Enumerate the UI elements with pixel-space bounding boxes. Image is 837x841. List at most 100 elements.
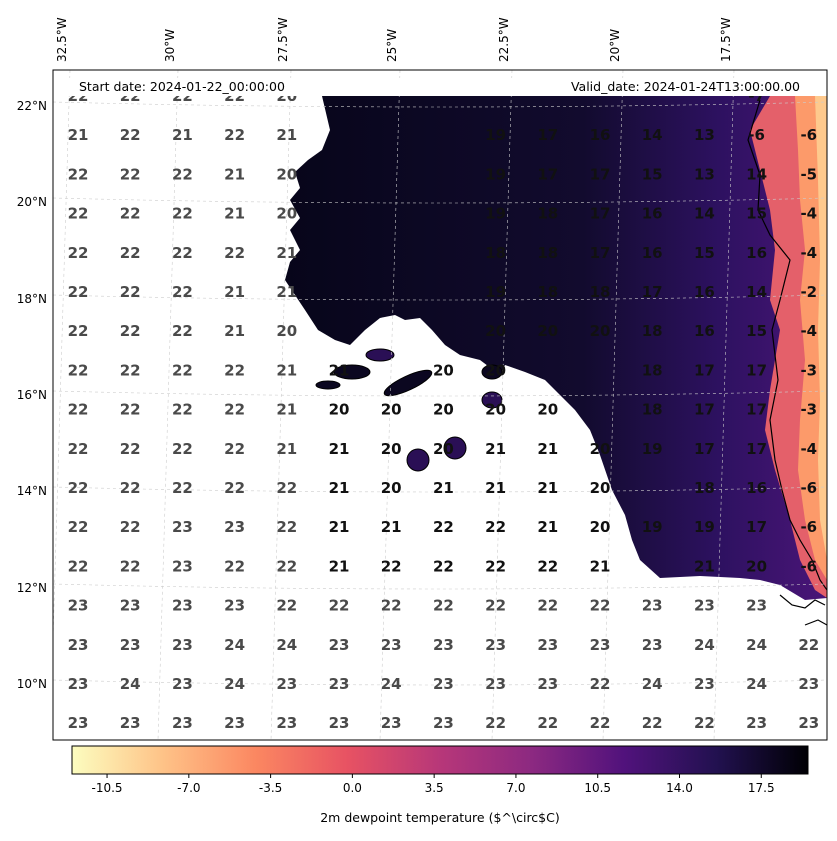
grid-value: 22 (120, 557, 141, 575)
grid-value: 22 (694, 714, 715, 732)
grid-value: 21 (485, 440, 506, 458)
grid-value: 22 (537, 597, 558, 615)
grid-value: 20 (537, 322, 558, 340)
grid-value: 16 (642, 244, 663, 262)
colorbar-label: 2m dewpoint temperature ($^\circ$C) (320, 810, 560, 825)
grid-value: 21 (224, 205, 245, 223)
grid-value: -4 (800, 205, 817, 223)
grid-value: 21 (276, 244, 297, 262)
grid-value: 20 (485, 361, 506, 379)
grid-value: 23 (172, 518, 193, 536)
grid-value: 20 (329, 401, 350, 419)
parallel-line (53, 101, 827, 108)
grid-value: 23 (172, 714, 193, 732)
grid-value: 22 (120, 283, 141, 301)
grid-value: -4 (800, 322, 817, 340)
grid-value: 23 (433, 714, 454, 732)
grid-value: 24 (746, 636, 767, 654)
grid-value: 20 (433, 401, 454, 419)
grid-value: -3 (800, 401, 817, 419)
grid-value: 22 (172, 322, 193, 340)
grid-value: 23 (746, 597, 767, 615)
grid-value: 19 (694, 518, 715, 536)
grid-value: 22 (224, 557, 245, 575)
grid-value: 19 (485, 126, 506, 144)
grid-value: 22 (68, 518, 89, 536)
grid-value: 23 (224, 714, 245, 732)
grid-value: -6 (748, 126, 765, 144)
grid-value: 23 (642, 636, 663, 654)
grid-value: 22 (120, 518, 141, 536)
longitude-label: 25°W (385, 29, 399, 62)
grid-value: -6 (800, 557, 817, 575)
grid-value: 22 (172, 401, 193, 419)
grid-value: 22 (798, 636, 819, 654)
grid-value: 22 (172, 165, 193, 183)
grid-value: 18 (642, 401, 663, 419)
longitude-label: 27.5°W (276, 17, 290, 62)
graticule (53, 70, 827, 740)
parallel-line (53, 486, 827, 493)
meridian-line (270, 70, 292, 740)
grid-value: 14 (642, 126, 663, 144)
grid-value: 23 (224, 518, 245, 536)
grid-value: 24 (694, 636, 715, 654)
island (315, 380, 341, 390)
meridian-line (379, 70, 401, 740)
grid-value: 17 (746, 518, 767, 536)
grid-value: 16 (746, 479, 767, 497)
grid-value: 14 (746, 283, 767, 301)
colorbar-ticks: -10.5 -7.0 -3.5 0.0 3.5 7.0 10.5 14.0 17.5 (92, 774, 775, 795)
grid-value: 18 (694, 479, 715, 497)
grid-value: 20 (276, 322, 297, 340)
grid-value: 18 (642, 322, 663, 340)
grid-value: 20 (590, 518, 611, 536)
grid-value: 21 (276, 126, 297, 144)
grid-value: 21 (224, 322, 245, 340)
grid-value: 21 (433, 479, 454, 497)
colorbar-tick-label: 3.5 (425, 781, 444, 795)
grid-value: 21 (329, 361, 350, 379)
grid-value: 22 (537, 557, 558, 575)
longitude-label: 30°W (163, 29, 177, 62)
grid-value: 22 (224, 244, 245, 262)
grid-value: 22 (172, 440, 193, 458)
colorbar-tick-label: 14.0 (666, 781, 693, 795)
grid-value: 22 (172, 244, 193, 262)
grid-value: 21 (276, 361, 297, 379)
colorbar-tick-label: -7.0 (177, 781, 200, 795)
grid-value: 23 (381, 636, 402, 654)
grid-value: 21 (276, 440, 297, 458)
grid-value: 20 (381, 401, 402, 419)
grid-value: 22 (68, 205, 89, 223)
grid-value: -5 (800, 165, 817, 183)
grid-value: 22 (120, 401, 141, 419)
grid-value: 23 (485, 636, 506, 654)
grid-value: 20 (276, 165, 297, 183)
latitude-label: 20°N (17, 195, 47, 209)
grid-value: -6 (800, 518, 817, 536)
grid-value: 16 (694, 322, 715, 340)
grid-value: 20 (537, 401, 558, 419)
grid-value: 20 (381, 440, 402, 458)
grid-value: 23 (329, 675, 350, 693)
grid-value: 15 (694, 244, 715, 262)
grid-value: 14 (694, 205, 715, 223)
grid-value: 16 (590, 126, 611, 144)
grid-value: 20 (590, 479, 611, 497)
grid-value: 22 (68, 283, 89, 301)
latitude-label: 12°N (17, 581, 47, 595)
grid-value: 20 (433, 440, 454, 458)
grid-value: 22 (485, 557, 506, 575)
grid-value: 21 (276, 283, 297, 301)
grid-value: 21 (329, 479, 350, 497)
grid-value: 22 (68, 244, 89, 262)
longitude-label: 22.5°W (497, 17, 511, 62)
map-panel: 2222222220-721222122211917161413-6-62222… (53, 70, 827, 740)
grid-value: 22 (276, 557, 297, 575)
parallel-line (53, 390, 827, 397)
grid-value: 20 (485, 401, 506, 419)
grid-value: 22 (68, 557, 89, 575)
grid-value: 22 (276, 518, 297, 536)
